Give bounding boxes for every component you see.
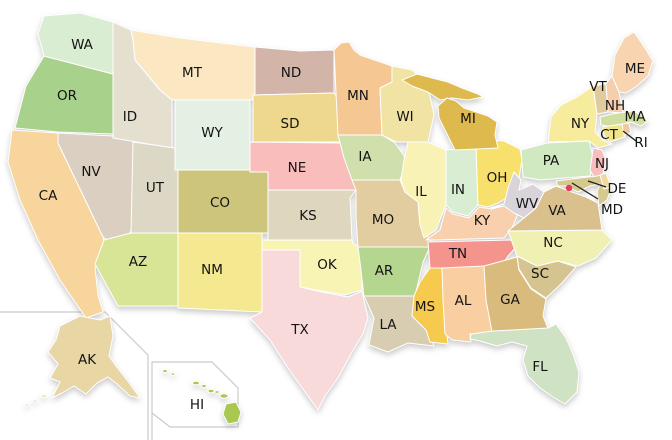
state-CO[interactable]: [177, 169, 269, 234]
callout-line-DE: [587, 180, 607, 188]
state-ND[interactable]: [254, 46, 335, 96]
state-AK-island[interactable]: [32, 399, 38, 403]
state-TX[interactable]: [249, 249, 369, 411]
state-PA[interactable]: [520, 140, 595, 181]
alaska-inset-border: [0, 311, 149, 440]
state-MI[interactable]: [401, 73, 484, 101]
state-HI-island[interactable]: [214, 390, 220, 394]
state-NM[interactable]: [177, 232, 263, 313]
state-AZ[interactable]: [94, 232, 179, 307]
label-MD: MD: [601, 202, 623, 218]
land-layer: [7, 12, 654, 425]
state-HI-island[interactable]: [170, 372, 176, 376]
state-DE[interactable]: [599, 172, 612, 190]
state-HI-island[interactable]: [201, 384, 207, 388]
state-IL[interactable]: [400, 141, 447, 239]
state-HI-island[interactable]: [219, 393, 229, 399]
hawaii-inset-border: [151, 361, 239, 440]
state-CT[interactable]: [602, 123, 626, 143]
state-WV[interactable]: [489, 171, 545, 219]
state-HI-island[interactable]: [192, 380, 200, 386]
label-RI: RI: [634, 135, 647, 151]
state-NH[interactable]: [605, 75, 624, 114]
state-AK-island[interactable]: [40, 394, 48, 398]
state-SD[interactable]: [252, 92, 347, 143]
state-FL[interactable]: [469, 323, 580, 405]
state-HI[interactable]: [222, 401, 242, 425]
label-HI: HI: [190, 397, 204, 413]
callout-line-RI: [622, 130, 637, 142]
callout-lines: [571, 130, 637, 200]
state-AK-island[interactable]: [24, 403, 30, 407]
state-KS[interactable]: [267, 189, 357, 241]
state-IN[interactable]: [445, 146, 479, 217]
state-ME[interactable]: [611, 31, 654, 94]
state-HI-island[interactable]: [162, 369, 168, 373]
capital-dot[interactable]: [565, 184, 573, 192]
state-MI[interactable]: [437, 97, 499, 151]
callout-line-MD: [571, 182, 599, 200]
state-WY[interactable]: [174, 99, 251, 171]
state-NC[interactable]: [507, 229, 613, 267]
state-NY[interactable]: [547, 85, 613, 149]
state-AK[interactable]: [47, 315, 141, 399]
state-KY[interactable]: [425, 204, 519, 241]
inset-frames: [0, 311, 239, 440]
state-UT[interactable]: [130, 141, 179, 234]
state-HI-island[interactable]: [207, 388, 215, 394]
